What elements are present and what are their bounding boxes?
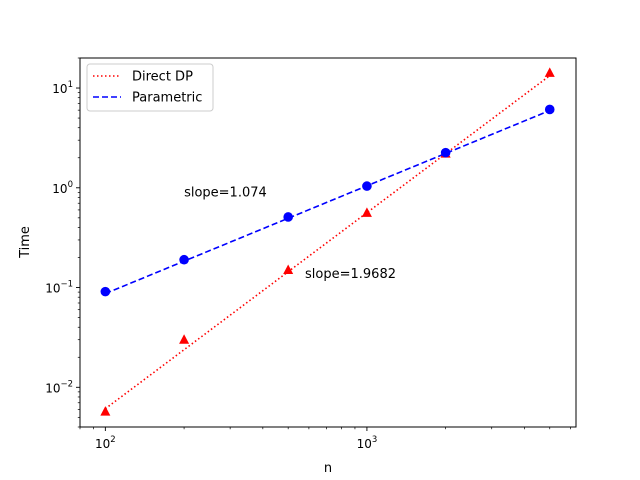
data-point-parametric-0 <box>100 286 111 297</box>
legend-label-direct-dp: Direct DP <box>132 70 193 85</box>
data-point-parametric-4 <box>440 147 451 158</box>
y-tick-label-0: 10−2 <box>45 379 73 395</box>
legend: Direct DP Parametric <box>86 63 214 112</box>
x-tick-label-1: 103 <box>357 435 378 451</box>
data-point-direct-dp-0 <box>100 406 111 416</box>
data-point-direct-dp-5 <box>544 67 555 77</box>
slope-annotation-1: slope=1.9682 <box>305 267 396 282</box>
y-axis-ticks: 10−2 10−1 100 101 <box>45 57 80 428</box>
y-tick-label-2: 100 <box>52 180 73 196</box>
x-axis-ticks: 102 103 <box>79 427 571 451</box>
y-axis-label: Time <box>18 226 33 259</box>
data-markers <box>100 67 555 416</box>
fit-line-direct-dp <box>104 75 551 410</box>
data-point-parametric-1 <box>179 254 189 265</box>
data-point-direct-dp-2 <box>283 264 294 274</box>
y-tick-label-1: 10−1 <box>45 280 73 296</box>
data-point-direct-dp-1 <box>179 334 190 344</box>
data-point-parametric-3 <box>362 181 372 191</box>
x-axis-label: n <box>324 461 332 476</box>
data-point-parametric-5 <box>544 104 555 115</box>
plot-frame <box>79 57 577 428</box>
legend-label-parametric: Parametric <box>132 91 202 106</box>
fit-lines <box>104 75 551 410</box>
fit-line-parametric <box>105 109 551 295</box>
y-tick-label-3: 101 <box>52 80 73 96</box>
x-tick-label-0: 102 <box>95 435 116 451</box>
slope-annotation-0: slope=1.074 <box>184 185 267 200</box>
data-point-parametric-2 <box>283 212 293 222</box>
annotations: slope=1.074 slope=1.9682 <box>184 185 396 281</box>
data-point-direct-dp-3 <box>361 207 372 217</box>
